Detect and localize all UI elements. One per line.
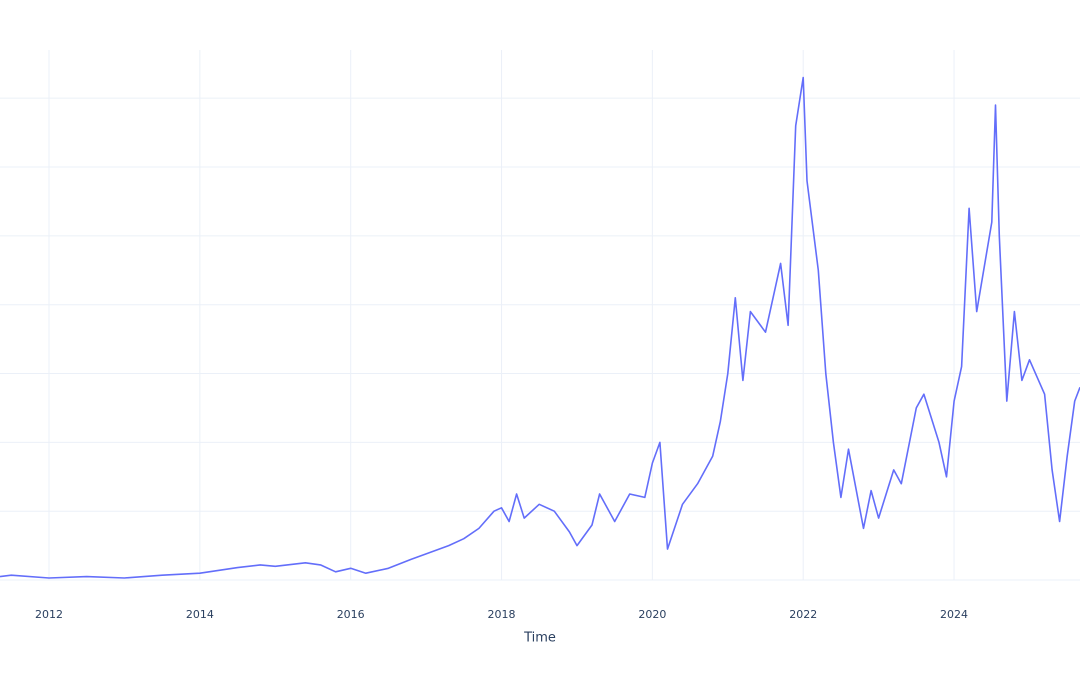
x-tick-label: 2024 xyxy=(940,608,968,621)
x-tick-label: 2016 xyxy=(337,608,365,621)
price-line xyxy=(0,76,1080,579)
x-tick-label: 2022 xyxy=(789,608,817,621)
x-tick-label: 2012 xyxy=(35,608,63,621)
x-tick-label: 2018 xyxy=(488,608,516,621)
x-axis-label: Time xyxy=(523,631,556,646)
x-tick-label: 2020 xyxy=(638,608,666,621)
x-tick-label: 2014 xyxy=(186,608,214,621)
plot-area xyxy=(0,50,1080,581)
